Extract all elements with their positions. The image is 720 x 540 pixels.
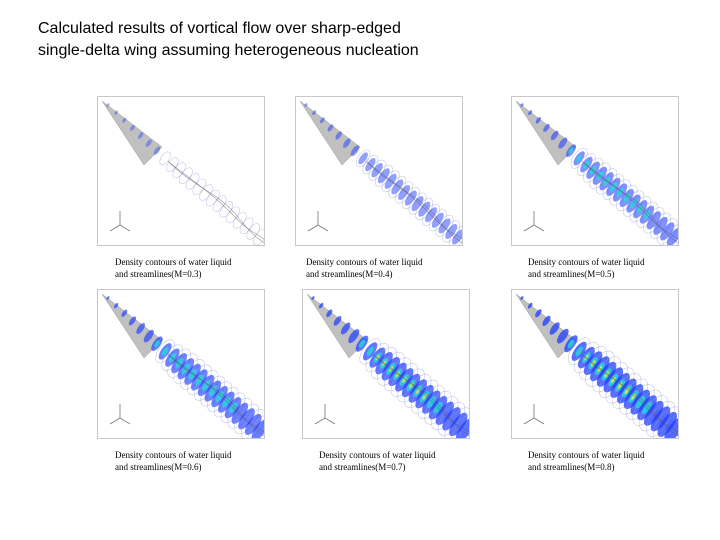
panel-m08 [511,289,679,439]
caption-m04: Density contours of water liquid and str… [306,256,476,280]
panel-m05 [511,96,679,246]
streamlines [365,160,462,244]
panel-m06 [97,289,265,439]
caption-m08: Density contours of water liquid and str… [528,449,698,473]
panel-m04 [295,96,463,246]
simulation-figure-m05 [515,100,678,245]
caption-m07-line1: Density contours of water liquid [319,450,436,460]
simulation-figure-m08 [515,293,678,438]
caption-m07: Density contours of water liquid and str… [319,449,489,473]
slide-title: Calculated results of vortical flow over… [38,18,598,62]
axis-triad-icon [523,404,545,425]
streamlines [581,160,678,244]
delta-wing [101,100,163,166]
caption-m04-line1: Density contours of water liquid [306,257,423,267]
streamlines [372,353,469,437]
simulation-figure-m04 [299,100,462,245]
caption-m08-line2: and streamlines(M=0.8) [528,462,615,472]
axis-triad-icon [109,211,131,232]
axis-triad-icon [523,211,545,232]
simulation-figure-m06 [101,293,264,438]
caption-m03-line1: Density contours of water liquid [115,257,232,267]
axis-triad-icon [314,404,336,425]
caption-m05-line2: and streamlines(M=0.5) [528,269,615,279]
caption-m03: Density contours of water liquid and str… [115,256,285,280]
caption-m03-line2: and streamlines(M=0.3) [115,269,202,279]
axis-triad-icon [109,404,131,425]
streamlines [167,353,264,437]
simulation-figure-m07 [306,293,469,438]
panel-m03 [97,96,265,246]
caption-m07-line2: and streamlines(M=0.7) [319,462,406,472]
streamlines [167,160,264,244]
simulation-figure-m03 [101,100,264,245]
delta-wing [299,100,361,166]
vortex-contours [520,103,678,245]
caption-m06: Density contours of water liquid and str… [115,449,285,473]
caption-m04-line2: and streamlines(M=0.4) [306,269,393,279]
caption-m08-line1: Density contours of water liquid [528,450,645,460]
title-line-2: single-delta wing assuming heterogeneous… [38,42,419,59]
caption-m05: Density contours of water liquid and str… [528,256,698,280]
title-line-1: Calculated results of vortical flow over… [38,20,401,37]
panel-m07 [302,289,470,439]
streamlines [581,353,678,437]
caption-m06-line1: Density contours of water liquid [115,450,232,460]
caption-m06-line2: and streamlines(M=0.6) [115,462,202,472]
caption-m05-line1: Density contours of water liquid [528,257,645,267]
axis-triad-icon [307,211,329,232]
